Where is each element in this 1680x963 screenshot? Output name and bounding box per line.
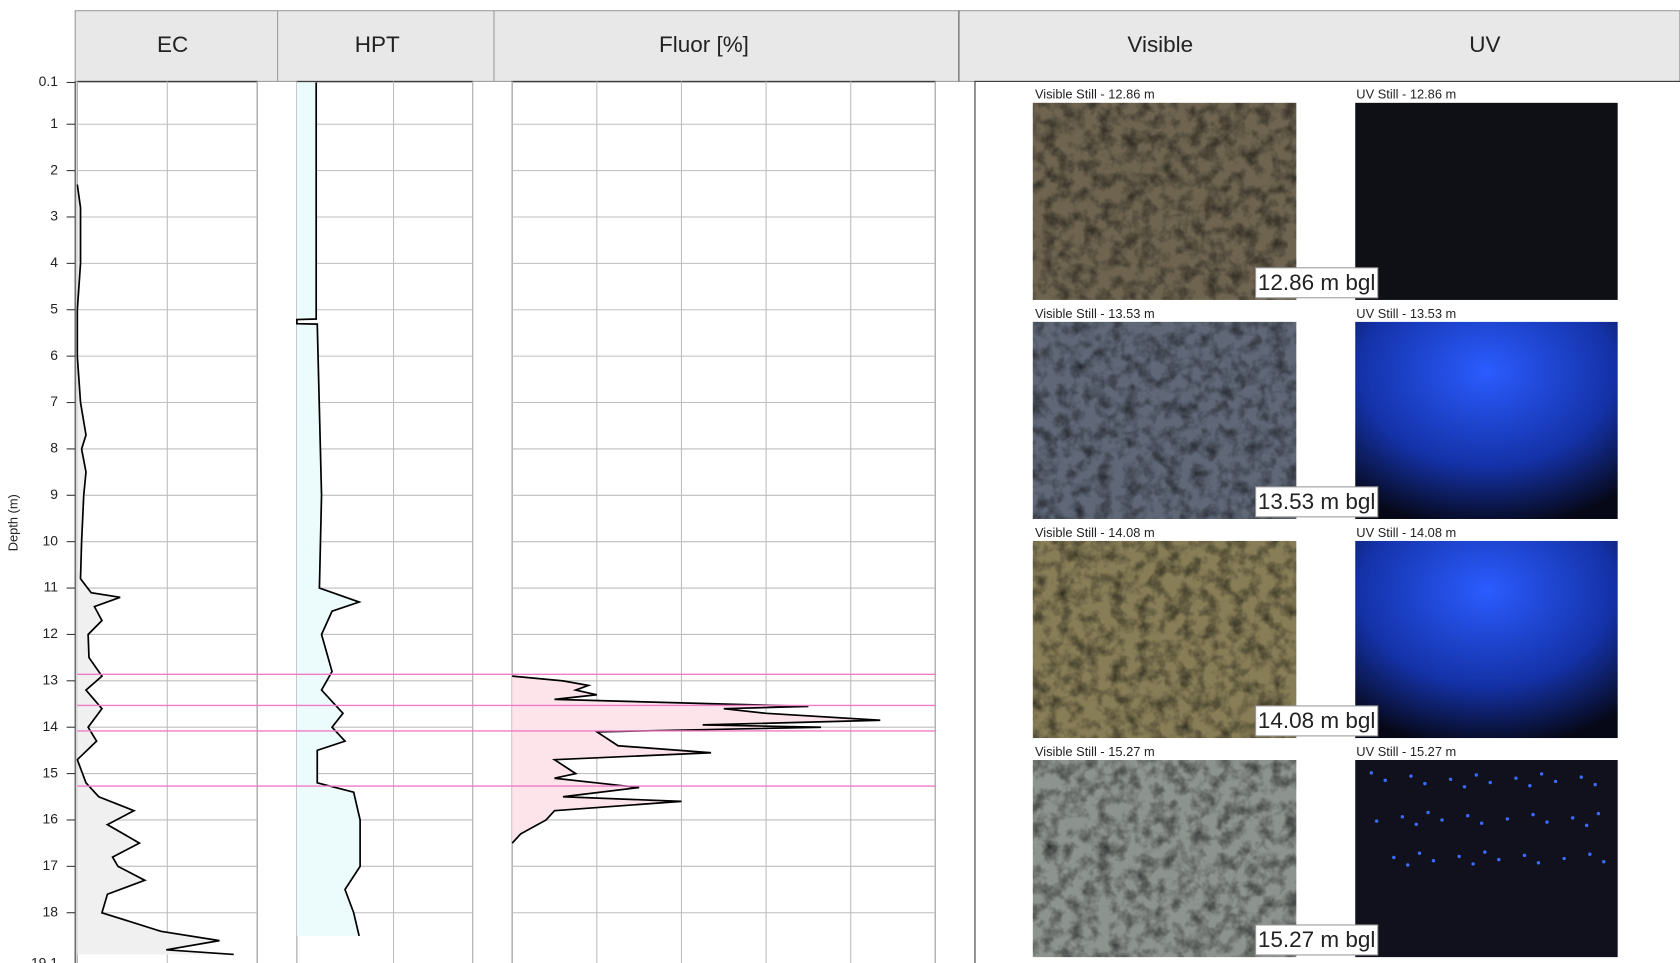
- y-tick-label: 15: [43, 764, 59, 780]
- uv-speck: [1537, 861, 1540, 864]
- uv-speck: [1449, 778, 1452, 781]
- depth-label: 13.53 m bgl: [1258, 489, 1376, 514]
- uv-speck: [1528, 784, 1531, 787]
- depth-label: 14.08 m bgl: [1258, 708, 1376, 733]
- uv-speck: [1409, 774, 1412, 777]
- header-label: Fluor [%]: [659, 32, 749, 57]
- y-tick-label: 7: [50, 393, 58, 409]
- uv-speck: [1415, 823, 1418, 826]
- image-caption: Visible Still - 12.86 m: [1035, 87, 1155, 102]
- y-tick-label: 4: [50, 254, 58, 270]
- uv-speck: [1432, 859, 1435, 862]
- header-label: Visible: [1127, 32, 1193, 57]
- image-caption: Visible Still - 13.53 m: [1035, 306, 1155, 321]
- y-tick-label: 14: [43, 718, 59, 734]
- uv-speck: [1392, 856, 1395, 859]
- y-tick-label: 3: [50, 208, 58, 224]
- y-tick-label: 13: [43, 671, 59, 687]
- image-caption: UV Still - 12.86 m: [1356, 87, 1456, 102]
- y-tick-label: 8: [50, 440, 58, 456]
- y-tick-label: 18: [43, 903, 59, 919]
- uv-speck: [1423, 782, 1426, 785]
- uv-speck: [1471, 862, 1474, 865]
- image-caption: Visible Still - 14.08 m: [1035, 525, 1155, 540]
- y-tick-label: 9: [50, 486, 58, 502]
- image-caption: UV Still - 13.53 m: [1356, 306, 1456, 321]
- uv-speck: [1602, 860, 1605, 863]
- image-caption: UV Still - 15.27 m: [1356, 744, 1456, 759]
- uv-speck: [1497, 858, 1500, 861]
- uv-speck: [1457, 855, 1460, 858]
- y-axis-label: Depth (m): [6, 494, 21, 551]
- uv-speck: [1426, 811, 1429, 814]
- uv-speck: [1384, 779, 1387, 782]
- uv-speck: [1463, 785, 1466, 788]
- y-tick-label: 16: [43, 811, 59, 827]
- uv-speck: [1418, 851, 1421, 854]
- uv-photo: [1355, 103, 1617, 300]
- header-label: UV: [1469, 32, 1500, 57]
- well-log: Visible UV Depth (m) 0.11234567891011121…: [0, 0, 1680, 963]
- y-tick-label: 17: [43, 857, 59, 873]
- header-bar: [75, 11, 1680, 82]
- uv-speck: [1466, 814, 1469, 817]
- y-tick-label: 11: [44, 579, 59, 595]
- uv-speck: [1488, 781, 1491, 784]
- uv-speck: [1545, 820, 1548, 823]
- uv-speck: [1475, 773, 1478, 776]
- uv-speck: [1531, 813, 1534, 816]
- y-tick-label: 6: [50, 347, 58, 363]
- uv-speck: [1480, 821, 1483, 824]
- uv-speck: [1483, 850, 1486, 853]
- depth-label: 15.27 m bgl: [1258, 927, 1376, 952]
- uv-speck: [1506, 817, 1509, 820]
- y-tick-label: 19.1: [31, 954, 58, 963]
- y-tick-label: 5: [50, 300, 58, 316]
- uv-speck: [1523, 854, 1526, 857]
- uv-photo: [1355, 541, 1617, 738]
- uv-speck: [1571, 816, 1574, 819]
- image-caption: UV Still - 14.08 m: [1356, 525, 1456, 540]
- y-tick-label: 2: [50, 161, 58, 177]
- image-caption: Visible Still - 15.27 m: [1035, 744, 1155, 759]
- y-tick-label: 10: [43, 532, 59, 548]
- uv-photo: [1355, 322, 1617, 519]
- header-label: HPT: [355, 32, 400, 57]
- uv-speck: [1554, 780, 1557, 783]
- uv-speck: [1562, 857, 1565, 860]
- y-tick-label: 0.1: [39, 73, 59, 89]
- uv-speck: [1593, 783, 1596, 786]
- uv-speck: [1401, 815, 1404, 818]
- uv-speck: [1597, 812, 1600, 815]
- header-label: EC: [157, 32, 188, 57]
- uv-speck: [1440, 818, 1443, 821]
- uv-speck: [1406, 863, 1409, 866]
- uv-speck: [1585, 824, 1588, 827]
- depth-label: 12.86 m bgl: [1258, 270, 1376, 295]
- uv-speck: [1514, 777, 1517, 780]
- uv-speck: [1580, 775, 1583, 778]
- y-tick-label: 12: [43, 625, 59, 641]
- uv-speck: [1588, 853, 1591, 856]
- page: Visible UV Depth (m) 0.11234567891011121…: [0, 0, 1680, 963]
- uv-speck: [1375, 819, 1378, 822]
- y-tick-label: 1: [50, 115, 58, 131]
- uv-speck: [1370, 771, 1373, 774]
- track-frame: [512, 81, 935, 963]
- uv-speck: [1540, 772, 1543, 775]
